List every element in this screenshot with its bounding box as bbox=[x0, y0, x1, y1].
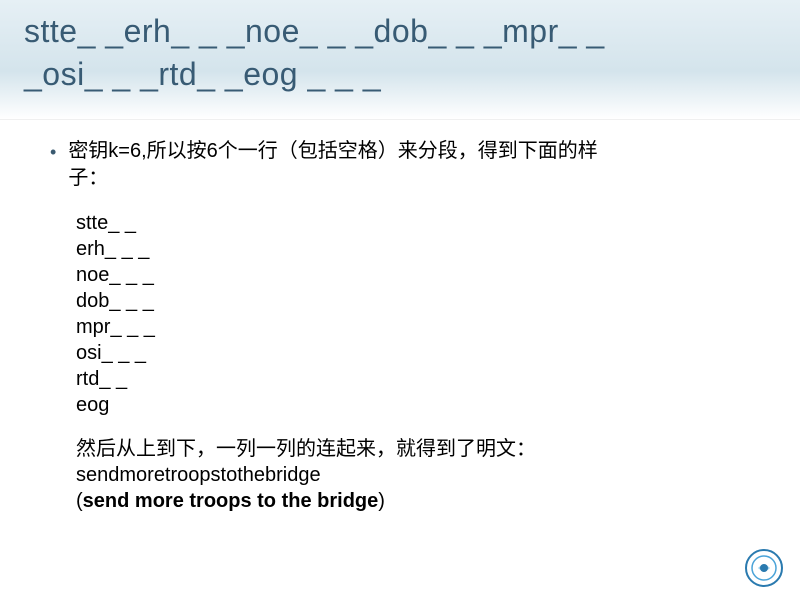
plaintext-spaced: (send more troops to the bridge) bbox=[76, 488, 750, 514]
bullet-line: • 密钥k=6,所以按6个一行（包括空格）来分段，得到下面的样 子： bbox=[50, 138, 750, 192]
title-bar: stte_ _erh_ _ _noe_ _ _dob_ _ _mpr_ _ _o… bbox=[0, 0, 800, 120]
institution-logo-icon bbox=[744, 548, 784, 588]
plaintext-joined: sendmoretroopstothebridge bbox=[76, 462, 750, 488]
content-area: • 密钥k=6,所以按6个一行（包括空格）来分段，得到下面的样 子： stte_… bbox=[0, 120, 800, 514]
intro-line2: 子： bbox=[68, 167, 108, 189]
title-line2: _osi_ _ _rtd_ _eog _ _ _ bbox=[24, 53, 776, 96]
intro-line1: 密钥k=6,所以按6个一行（包括空格）来分段，得到下面的样 bbox=[68, 140, 597, 162]
title-line1: stte_ _erh_ _ _noe_ _ _dob_ _ _mpr_ _ bbox=[24, 10, 776, 53]
intro-text: 密钥k=6,所以按6个一行（包括空格）来分段，得到下面的样 子： bbox=[68, 138, 597, 192]
result-block: 然后从上到下，一列一列的连起来，就得到了明文： sendmoretroopsto… bbox=[76, 436, 750, 514]
paren-close: ) bbox=[378, 490, 385, 512]
paren-open: ( bbox=[76, 490, 83, 512]
plaintext-bold: send more troops to the bridge bbox=[83, 490, 379, 512]
footer-explain: 然后从上到下，一列一列的连起来，就得到了明文： bbox=[76, 436, 750, 462]
bullet-icon: • bbox=[50, 140, 56, 164]
cipher-rows: stte_ _ erh_ _ _ noe_ _ _ dob_ _ _ mpr_ … bbox=[76, 210, 750, 418]
